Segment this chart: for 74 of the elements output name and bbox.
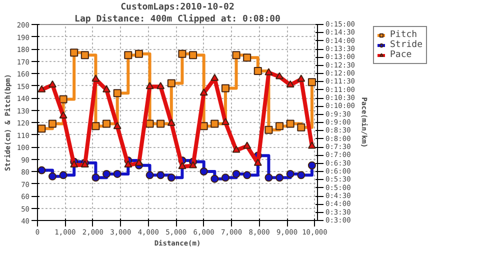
point — [221, 174, 230, 182]
point — [243, 142, 252, 149]
point — [48, 120, 56, 128]
point — [59, 171, 68, 180]
point — [102, 85, 111, 92]
point — [286, 80, 294, 88]
point — [48, 172, 56, 180]
point — [146, 120, 154, 128]
point — [297, 171, 306, 180]
point — [167, 79, 176, 88]
point — [264, 126, 273, 134]
point — [113, 89, 122, 98]
point — [210, 74, 219, 81]
point — [38, 166, 46, 174]
point — [70, 160, 78, 168]
point — [92, 122, 100, 130]
point — [264, 68, 273, 76]
point — [232, 146, 240, 153]
point — [286, 120, 294, 128]
point — [200, 88, 208, 96]
point — [80, 51, 89, 60]
legend-label: Stride — [390, 40, 423, 50]
point — [276, 72, 284, 80]
point — [232, 170, 240, 178]
legend-label: Pitch — [390, 30, 418, 40]
point — [124, 160, 132, 168]
point — [178, 162, 186, 170]
point — [92, 74, 100, 82]
point — [92, 174, 100, 182]
chart-subtitle: Lap Distance: 400m Clipped at: 0:08:00 — [74, 14, 280, 24]
point — [146, 82, 154, 90]
point — [102, 120, 111, 128]
point — [59, 95, 68, 104]
point — [200, 168, 208, 176]
point — [156, 82, 165, 90]
point — [146, 171, 154, 180]
point — [134, 50, 143, 58]
point — [38, 85, 46, 92]
point — [124, 51, 132, 60]
point — [113, 122, 122, 130]
legend-label: Pace — [390, 50, 412, 60]
point — [167, 174, 176, 182]
point — [189, 51, 198, 60]
point — [243, 54, 252, 62]
point — [134, 158, 143, 166]
point — [308, 142, 316, 149]
point — [210, 174, 219, 183]
point — [38, 124, 46, 133]
point — [189, 161, 198, 168]
point — [221, 84, 230, 92]
point — [210, 120, 219, 128]
point — [156, 171, 165, 180]
point — [232, 51, 240, 60]
point — [221, 118, 230, 126]
point — [254, 158, 262, 166]
point — [59, 111, 68, 118]
point — [70, 48, 78, 57]
point — [308, 78, 316, 86]
point — [113, 170, 122, 178]
point — [286, 170, 294, 178]
point — [167, 118, 176, 126]
point — [308, 161, 316, 170]
chart-title: CustomLaps:2010-10-02 — [120, 2, 234, 12]
point — [254, 67, 262, 76]
point — [243, 171, 252, 180]
point — [276, 122, 284, 130]
point — [276, 174, 284, 182]
point — [178, 50, 186, 58]
point — [297, 123, 306, 132]
point — [102, 170, 111, 178]
point — [297, 74, 306, 82]
point — [156, 120, 165, 128]
point — [264, 174, 273, 182]
point — [48, 80, 56, 88]
